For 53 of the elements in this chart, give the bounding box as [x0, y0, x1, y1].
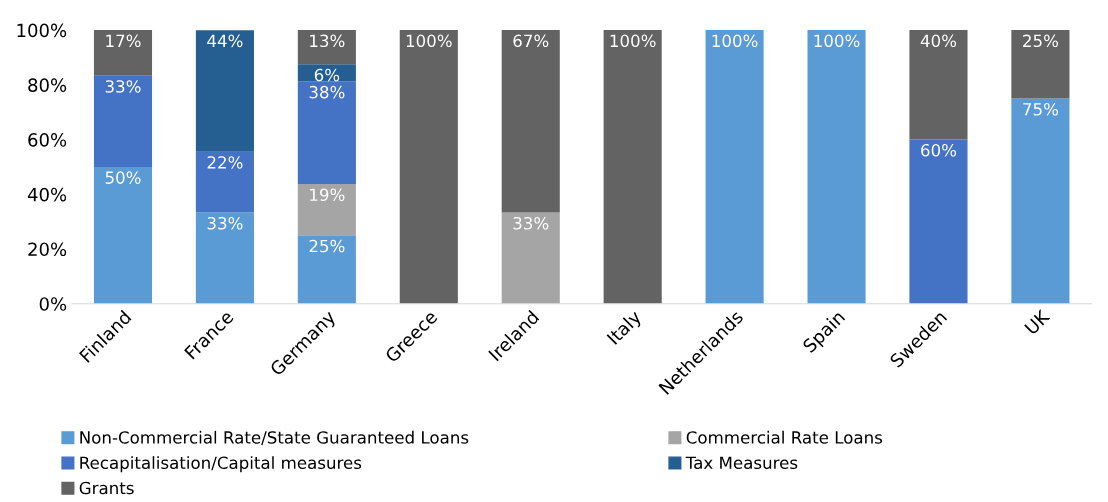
- data-label: 33%: [105, 80, 141, 93]
- data-label: 17%: [106, 34, 141, 48]
- data-label: 6%: [314, 68, 340, 82]
- bar: [705, 30, 764, 304]
- bar: [195, 151, 254, 213]
- data-label: 25%: [309, 239, 345, 253]
- legend-label: Commercial Rate Loans: [686, 430, 883, 444]
- bar: [399, 30, 458, 304]
- bar: [93, 75, 153, 167]
- data-label: 75%: [1023, 102, 1059, 116]
- bar: [501, 30, 560, 213]
- data-label: 67%: [513, 34, 549, 48]
- legend-label: Tax Measures: [685, 456, 798, 470]
- data-label: 33%: [513, 216, 549, 230]
- bar: [501, 212, 560, 304]
- bar: [93, 30, 153, 76]
- data-label: 40%: [920, 34, 957, 48]
- legend-label: Non-Commercial Rate/State Guaranteed Loans: [80, 430, 469, 446]
- bar: [297, 81, 356, 185]
- data-label: 100%: [712, 34, 758, 48]
- data-label: 19%: [310, 188, 345, 202]
- data-label: 13%: [310, 34, 345, 48]
- data-label: 100%: [814, 34, 860, 48]
- y-tick-label: 80%: [28, 78, 67, 92]
- data-label: 22%: [207, 156, 243, 169]
- y-tick-label: 40%: [27, 187, 67, 202]
- bar: [909, 139, 968, 304]
- bar: [909, 30, 968, 140]
- bar: [93, 166, 153, 304]
- data-label: 44%: [207, 34, 243, 48]
- data-label: 33%: [207, 216, 243, 230]
- y-tick-label: 100%: [17, 23, 67, 38]
- bar: [1011, 30, 1070, 99]
- data-label: 25%: [1023, 34, 1059, 48]
- x-tick-label: UK: [1024, 308, 1051, 336]
- legend-label: Recapitalisation/Capital measures: [80, 456, 362, 473]
- bar: [807, 30, 866, 304]
- y-tick-label: 0%: [39, 297, 67, 311]
- bar: [297, 235, 356, 304]
- bar: [195, 30, 254, 152]
- data-label: 100%: [610, 34, 656, 48]
- bar: [195, 212, 254, 304]
- bar: [603, 30, 662, 304]
- data-label: 38%: [309, 85, 345, 99]
- bar: [297, 184, 356, 236]
- data-label: 50%: [105, 171, 141, 184]
- data-label: 100%: [406, 34, 452, 48]
- bar: [1011, 98, 1070, 304]
- legend-label: Grants: [79, 481, 134, 495]
- y-tick-label: 60%: [28, 133, 67, 147]
- y-tick-label: 20%: [28, 242, 67, 257]
- data-label: 60%: [921, 143, 957, 157]
- bar: [297, 30, 356, 65]
